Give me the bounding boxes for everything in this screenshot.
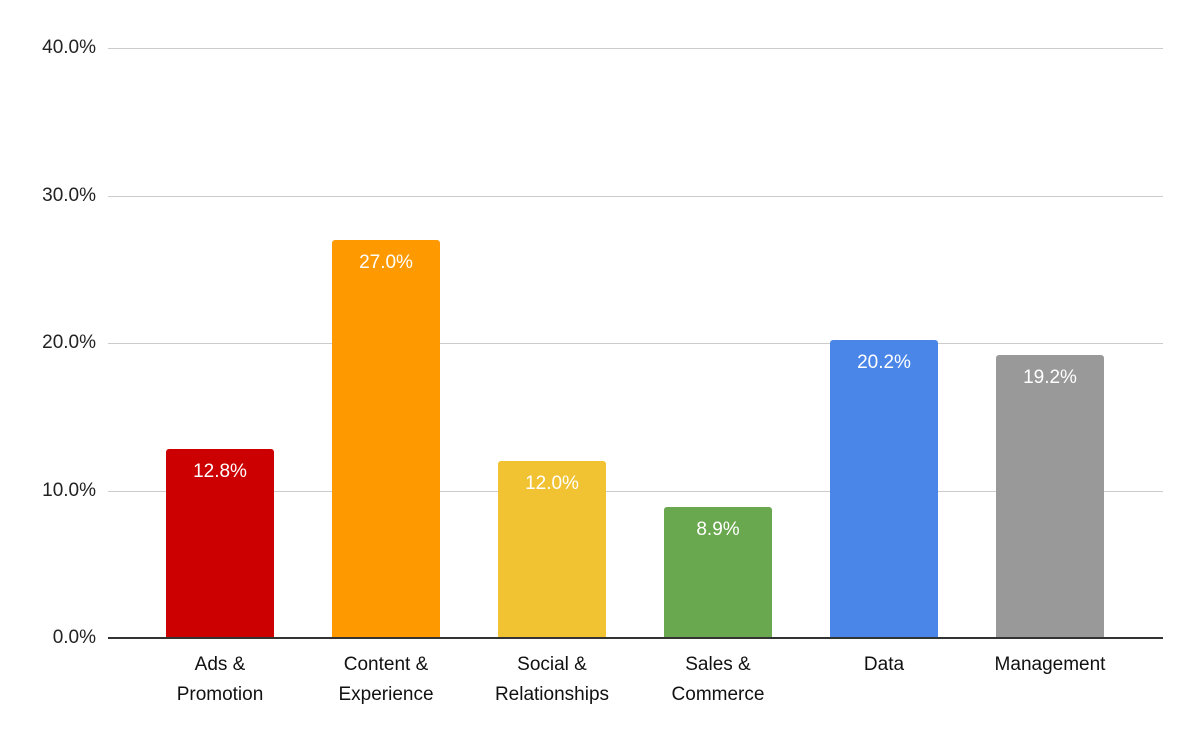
bar: 19.2% xyxy=(996,354,1104,638)
bar: 27.0% xyxy=(332,239,440,638)
y-tick-label: 40.0% xyxy=(42,37,96,58)
bar-value-label: 12.0% xyxy=(525,473,579,494)
x-category-label: Ads & Promotion xyxy=(176,654,264,705)
bar-value-label: 19.2% xyxy=(1023,366,1077,388)
bar: 8.9% xyxy=(664,506,772,638)
x-category-label: Social & Relationships xyxy=(494,654,610,705)
bar: 20.2% xyxy=(830,340,938,638)
y-tick-label: 30.0% xyxy=(42,184,96,206)
gridline xyxy=(108,48,1163,49)
x-category-label: Data xyxy=(863,654,905,675)
bar-value-label: 27.0% xyxy=(359,251,413,273)
bar: 12.8% xyxy=(166,449,274,638)
gridline xyxy=(108,490,1163,492)
y-tick-label: 20.0% xyxy=(42,332,96,353)
gridline xyxy=(108,343,1163,344)
bar-value-label: 20.2% xyxy=(857,352,911,374)
y-tick-label: 0.0% xyxy=(52,627,96,648)
bar: 12.0% xyxy=(498,461,606,638)
x-category-label: Management xyxy=(994,654,1106,675)
bar-value-label: 8.9% xyxy=(696,518,740,540)
bar-value-label: 12.8% xyxy=(193,461,247,483)
gridline xyxy=(108,195,1163,197)
x-axis-line xyxy=(108,637,1163,639)
x-category-label: Content & Experience xyxy=(338,654,434,705)
y-tick-label: 10.0% xyxy=(42,479,96,501)
x-category-label: Sales & Commerce xyxy=(671,654,765,705)
